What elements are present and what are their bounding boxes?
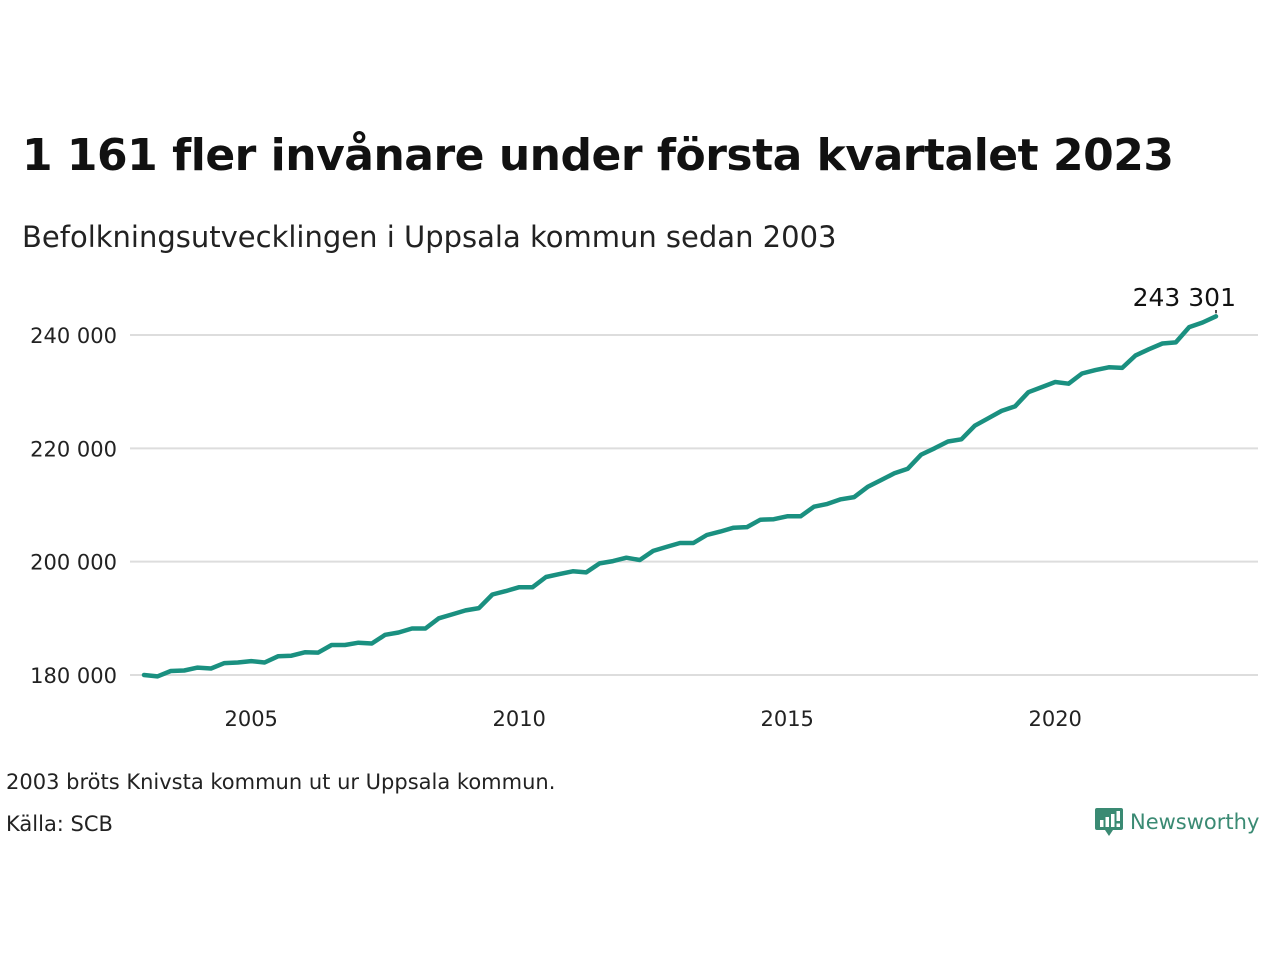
source-credit: Källa: SCB <box>6 812 113 836</box>
x-tick-label: 2005 <box>224 707 277 731</box>
y-tick-label: 180 000 <box>30 664 117 688</box>
series-layer <box>141 314 1219 679</box>
line-chart: 180 000 200 000 220 000 240 000 2005 2010 201… <box>30 283 1258 731</box>
y-tick-label: 220 000 <box>30 437 117 461</box>
x-tick-label: 2010 <box>492 707 545 731</box>
footnote: 2003 bröts Knivsta kommun ut ur Uppsala … <box>6 770 556 794</box>
y-tick-label: 240 000 <box>30 324 117 348</box>
end-value-label: 243 301 <box>1133 283 1236 312</box>
x-tick-label: 2020 <box>1028 707 1081 731</box>
newsworthy-logo-icon <box>1095 808 1123 836</box>
y-axis-tick-labels: 180 000 200 000 220 000 240 000 <box>30 324 117 688</box>
chart-subtitle: Befolkningsutvecklingen i Uppsala kommun… <box>22 220 837 254</box>
x-tick-label: 2015 <box>760 707 813 731</box>
newsworthy-brand: Newsworthy <box>1094 806 1259 838</box>
annotation-layer: 243 301 <box>1133 283 1236 314</box>
chart-title: 1 161 fler invånare under första kvartal… <box>22 130 1174 181</box>
population-line <box>141 314 1219 679</box>
y-gridlines <box>130 334 1258 676</box>
x-axis-tick-labels: 2005 2010 2015 2020 <box>224 707 1081 731</box>
y-tick-label: 200 000 <box>30 551 117 575</box>
brand-name: Newsworthy <box>1130 810 1260 834</box>
